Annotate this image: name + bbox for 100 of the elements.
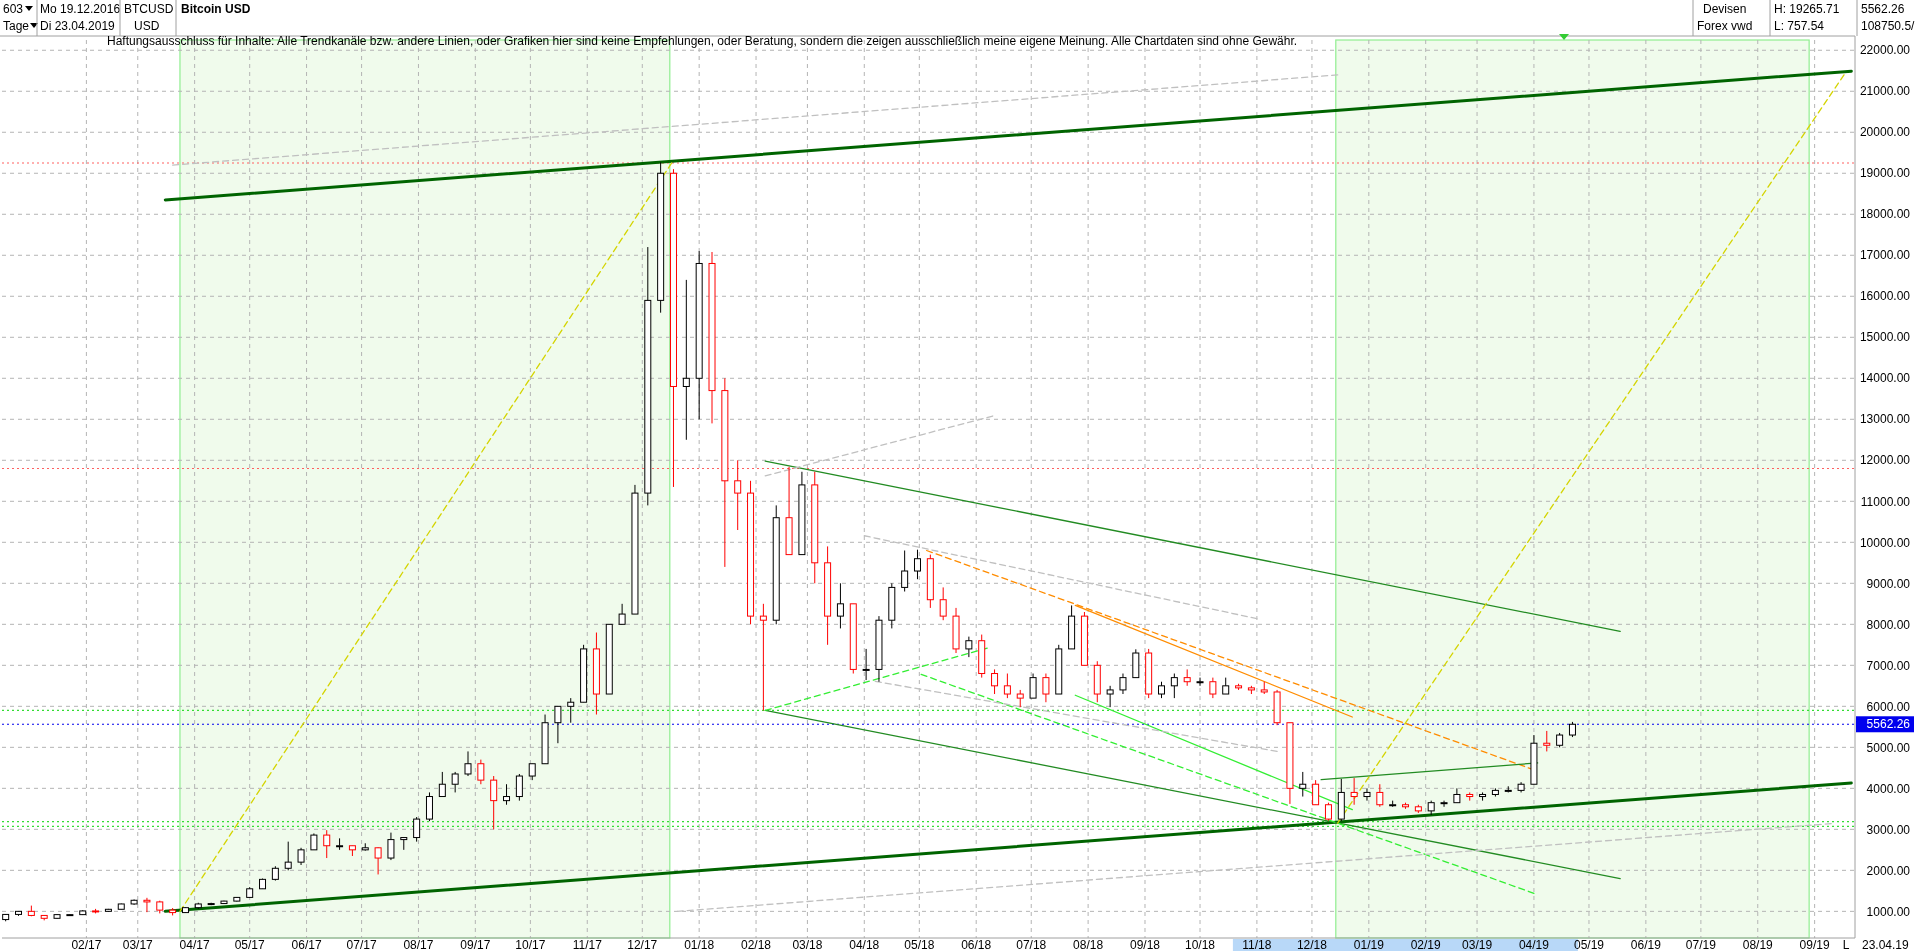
candlestick bbox=[1106, 685, 1114, 708]
x-tick-label: 09/18 bbox=[1129, 938, 1161, 952]
y-tick-label: 7000.00 bbox=[1866, 658, 1911, 673]
candlestick bbox=[1363, 787, 1371, 802]
x-tick-label: 05/18 bbox=[904, 938, 935, 952]
text: 23.04.19 bbox=[1862, 938, 1910, 952]
text: L: 757.54 bbox=[1774, 19, 1825, 33]
x-tick-label: 04/18 bbox=[849, 938, 880, 952]
candlestick bbox=[1119, 673, 1127, 695]
y-tick-label: 21000.00 bbox=[1859, 84, 1911, 99]
x-tick-label: 03/18 bbox=[792, 938, 823, 952]
x-tick-label: 05/17 bbox=[234, 938, 266, 952]
text: 5562.26 bbox=[1861, 2, 1905, 16]
candlestick bbox=[1196, 677, 1204, 687]
x-tick-label: 03/17 bbox=[122, 938, 154, 952]
candlestick bbox=[413, 816, 421, 843]
y-tick-label: 6000.00 bbox=[1866, 699, 1911, 714]
candlestick bbox=[965, 636, 973, 658]
candlestick bbox=[1042, 673, 1050, 703]
candlestick bbox=[1324, 802, 1332, 822]
annotation: Haftungsausschluss für Inhalte: Alle Trendkanäle bzw. andere Linien, oder Grafiken hier sind keine Empfehlungen, oder Beratung, sondern die zeigen ausschließlich meine eigene Meinung. Alle Chartdaten sind ohne Gewähr. bbox=[107, 34, 1298, 48]
candlestick bbox=[991, 668, 999, 695]
candlestick bbox=[901, 550, 909, 593]
candlestick bbox=[143, 897, 151, 913]
candlestick bbox=[515, 773, 523, 802]
text: Mo 19.12.2016 bbox=[40, 2, 121, 16]
text: Tage bbox=[3, 19, 30, 33]
candlestick bbox=[1029, 673, 1037, 699]
y-tick-label: 5000.00 bbox=[1866, 740, 1911, 755]
candlestick bbox=[1440, 800, 1448, 808]
candlestick bbox=[862, 648, 870, 681]
text: Di 23.04.2019 bbox=[40, 19, 116, 33]
x-tick-label: 10/18 bbox=[1185, 938, 1216, 952]
candlestick bbox=[759, 603, 767, 711]
y-tick-label: 15000.00 bbox=[1859, 330, 1911, 345]
x-tick-label: 07/19 bbox=[1685, 938, 1717, 952]
x-tick-label: 11/17 bbox=[572, 938, 603, 952]
y-tick-label: 17000.00 bbox=[1859, 248, 1911, 263]
x-tick-label: 12/17 bbox=[627, 938, 658, 952]
y-tick-label: 12000.00 bbox=[1859, 453, 1911, 468]
x-tick-label: 08/18 bbox=[1073, 938, 1104, 952]
x-tick-label: 12/18 bbox=[1296, 938, 1328, 952]
candlestick bbox=[1312, 779, 1320, 806]
y-tick-label: 10000.00 bbox=[1859, 535, 1911, 550]
y-tick-label: 18000.00 bbox=[1859, 207, 1911, 222]
candlestick bbox=[836, 582, 844, 629]
x-tick-label: 09/19 bbox=[1799, 938, 1830, 952]
candlestick bbox=[490, 775, 498, 830]
candlestick bbox=[1170, 673, 1178, 699]
text: USD bbox=[134, 19, 160, 33]
x-tick-label: 01/19 bbox=[1353, 938, 1385, 952]
x-tick-label: 02/17 bbox=[71, 938, 102, 952]
x-tick-label: 11/18 bbox=[1242, 938, 1272, 952]
x-tick-label: 03/19 bbox=[1462, 938, 1493, 952]
candlestick bbox=[682, 279, 690, 441]
y-tick-label: 20000.00 bbox=[1859, 125, 1911, 140]
candlestick bbox=[567, 697, 575, 724]
y-tick-label: 4000.00 bbox=[1866, 781, 1911, 796]
candlestick bbox=[1543, 730, 1551, 752]
candlestick bbox=[1299, 771, 1307, 798]
x-tick-label: 07/17 bbox=[346, 938, 377, 952]
candlestick bbox=[336, 837, 344, 851]
y-tick-label: 19000.00 bbox=[1859, 166, 1911, 181]
x-tick-label: 06/18 bbox=[961, 938, 992, 952]
y-tick-label: 22000.00 bbox=[1859, 43, 1911, 58]
ref-line-label: 5562.26 bbox=[1866, 717, 1911, 732]
candlestick bbox=[374, 846, 382, 875]
text: BTCUSD bbox=[124, 2, 174, 16]
candlestick bbox=[323, 829, 331, 859]
candlestick bbox=[438, 771, 446, 798]
annotation: L bbox=[1842, 938, 1850, 952]
y-tick-label: 2000.00 bbox=[1866, 863, 1911, 878]
y-tick-label: 9000.00 bbox=[1866, 576, 1911, 591]
y-tick-label: 13000.00 bbox=[1859, 412, 1911, 427]
y-tick-label: 16000.00 bbox=[1859, 289, 1911, 304]
x-tick-label: 01/18 bbox=[684, 938, 715, 952]
x-tick-label: 10/17 bbox=[515, 938, 546, 952]
y-tick-label: 11000.00 bbox=[1860, 494, 1911, 509]
x-tick-label: 09/17 bbox=[460, 938, 491, 952]
x-tick-label: 04/19 bbox=[1518, 938, 1550, 952]
text: 603 bbox=[3, 2, 24, 16]
y-tick-label: 14000.00 bbox=[1859, 371, 1911, 386]
x-tick-label: 08/17 bbox=[403, 938, 434, 952]
candlestick bbox=[451, 771, 459, 793]
candlestick bbox=[1209, 677, 1217, 699]
candlestick bbox=[477, 759, 485, 785]
text: Forex vwd bbox=[1697, 19, 1753, 33]
y-tick-label: 3000.00 bbox=[1866, 822, 1911, 837]
x-tick-label: 08/19 bbox=[1742, 938, 1774, 952]
candlestick bbox=[554, 705, 562, 744]
candlestick bbox=[734, 459, 742, 531]
candlestick bbox=[618, 603, 626, 625]
candlestick bbox=[1003, 673, 1011, 699]
x-tick-label: 06/17 bbox=[291, 938, 322, 952]
candlestick bbox=[1376, 783, 1384, 808]
x-tick-label: 07/18 bbox=[1016, 938, 1047, 952]
candlestick bbox=[425, 791, 433, 822]
candlestick bbox=[939, 586, 947, 621]
candlestick bbox=[387, 832, 395, 861]
x-tick-label: 02/18 bbox=[741, 938, 772, 952]
